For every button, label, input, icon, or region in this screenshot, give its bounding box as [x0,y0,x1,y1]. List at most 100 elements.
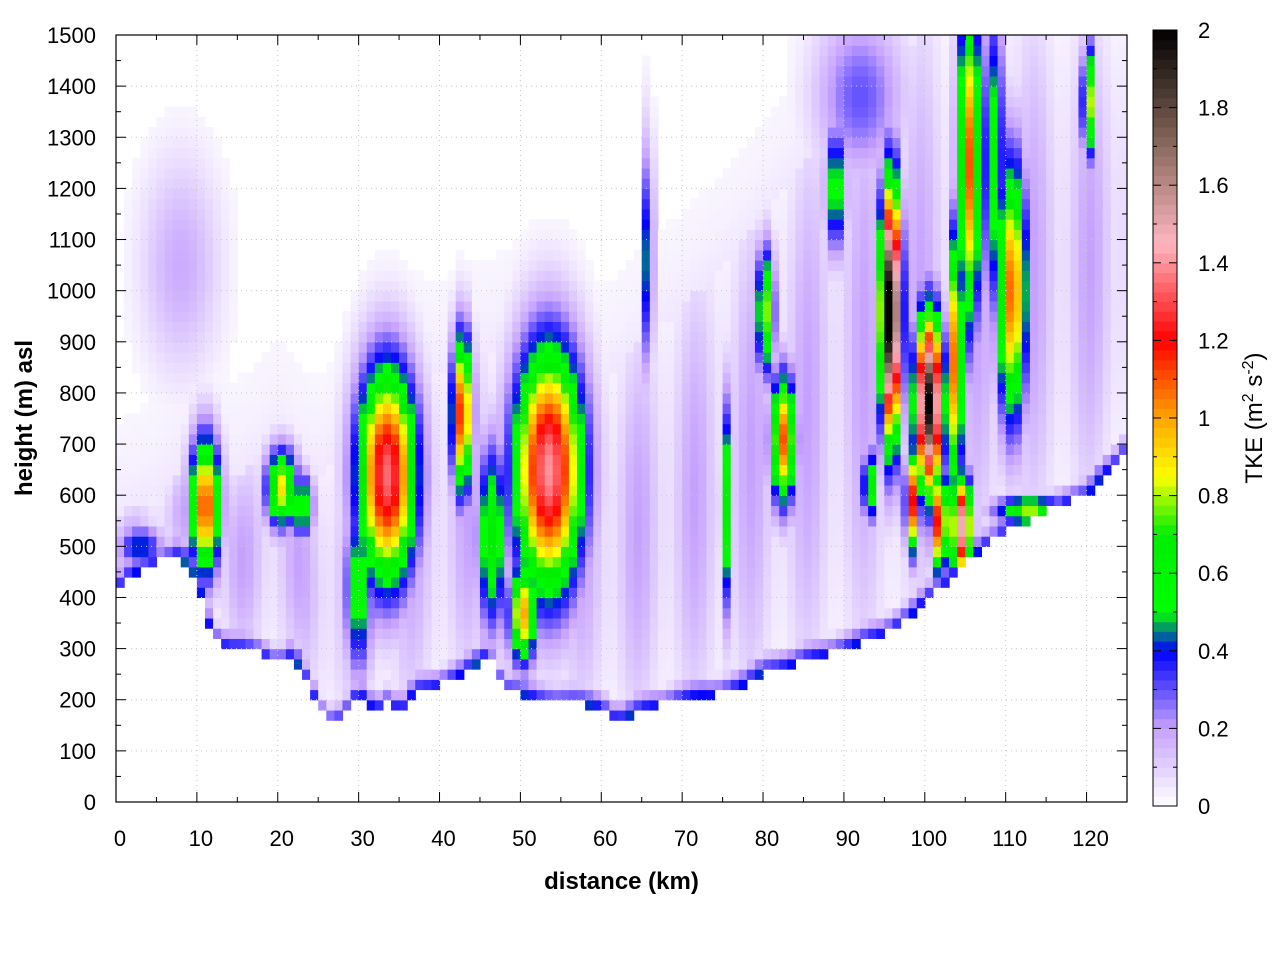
heatmap-cell [843,239,853,251]
heatmap-cell [633,321,643,333]
heatmap-cell [504,597,513,609]
heatmap-cell [827,382,837,394]
heatmap-cell [900,229,910,241]
heatmap-cell [819,464,829,476]
heatmap-cell [560,341,570,353]
heatmap-cell [722,495,732,507]
heatmap-cell [884,515,894,527]
heatmap-cell [601,423,610,435]
heatmap-cell [876,198,885,210]
heatmap-cell [965,249,974,261]
heatmap-cell [803,648,813,660]
heatmap-cell [358,536,368,547]
heatmap-cell [302,607,311,619]
heatmap-cell [811,495,821,507]
heatmap-cell [811,515,821,527]
heatmap-cell [366,628,376,639]
heatmap-cell [698,362,708,374]
heatmap-cell [940,382,950,394]
heatmap-cell [204,525,214,537]
heatmap-cell [560,556,570,568]
heatmap-cell [164,454,174,466]
heatmap-cell [916,525,926,537]
heatmap-cell [196,229,206,241]
heatmap-cell [415,484,424,496]
heatmap-cell [714,658,724,670]
heatmap-cell [868,86,877,97]
heatmap-cell [568,300,578,312]
heatmap-cell [593,444,602,455]
heatmap-cell [172,505,182,517]
heatmap-cell [884,566,894,578]
heatmap-cell [479,597,489,609]
heatmap-cell [213,311,222,322]
heatmap-cell [237,525,247,537]
heatmap-cell [172,300,182,312]
heatmap-cell [221,546,230,558]
heatmap-cell [771,638,780,650]
heatmap-cell [415,617,424,629]
heatmap-cell [649,566,659,578]
heatmap-cell [237,515,247,527]
heatmap-cell [665,311,675,322]
heatmap-cell [277,495,287,507]
heatmap-cell [512,577,521,588]
heatmap-cell [916,474,926,486]
heatmap-cell [940,566,950,578]
heatmap-cell [843,454,853,466]
heatmap-cell [714,280,724,292]
heatmap-cell [447,372,457,384]
heatmap-cell [156,219,166,230]
heatmap-cell [116,433,125,445]
heatmap-cell [310,638,319,650]
heatmap-cell [908,341,918,353]
heatmap-cell [803,259,813,271]
heatmap-cell [568,669,578,680]
heatmap-cell [164,474,174,486]
heatmap-cell [310,689,319,701]
heatmap-cell [229,188,238,200]
heatmap-cell [423,607,433,619]
heatmap-cell [285,648,295,660]
heatmap-cell [860,331,869,343]
heatmap-cell [617,597,627,609]
heatmap-cell [754,352,764,363]
heatmap-cell [860,617,869,629]
heatmap-cell [455,444,465,455]
heatmap-cell [787,178,796,189]
heatmap-cell [916,577,926,588]
heatmap-cell [148,208,158,220]
heatmap-cell [140,423,149,435]
heatmap-cell [407,423,416,435]
heatmap-cell [649,505,659,517]
heatmap-cell [293,413,303,425]
heatmap-cell [657,464,667,476]
heatmap-cell [455,577,465,588]
heatmap-cell [188,229,198,241]
heatmap-cell [714,587,724,599]
heatmap-cell [342,587,352,599]
heatmap-cell [698,474,708,486]
heatmap-cell [390,658,400,670]
heatmap-cell [617,403,627,414]
heatmap-cell [803,45,813,57]
heatmap-cell [738,362,748,374]
heatmap-cell [649,259,659,271]
heatmap-cell [366,495,376,507]
heatmap-cell [714,413,724,425]
heatmap-cell [641,362,651,374]
heatmap-cell [949,198,958,210]
heatmap-cell [180,515,190,527]
heatmap-cell [706,270,716,282]
heatmap-cell [172,290,182,302]
heatmap-cell [342,679,352,691]
heatmap-cell [277,423,287,435]
heatmap-cell [447,290,457,302]
heatmap-cell [148,372,158,384]
heatmap-cell [374,403,384,414]
heatmap-cell [512,546,521,558]
heatmap-cell [277,628,287,639]
heatmap-cell [860,219,869,230]
heatmap-cell [722,311,732,322]
heatmap-cell [722,403,732,414]
